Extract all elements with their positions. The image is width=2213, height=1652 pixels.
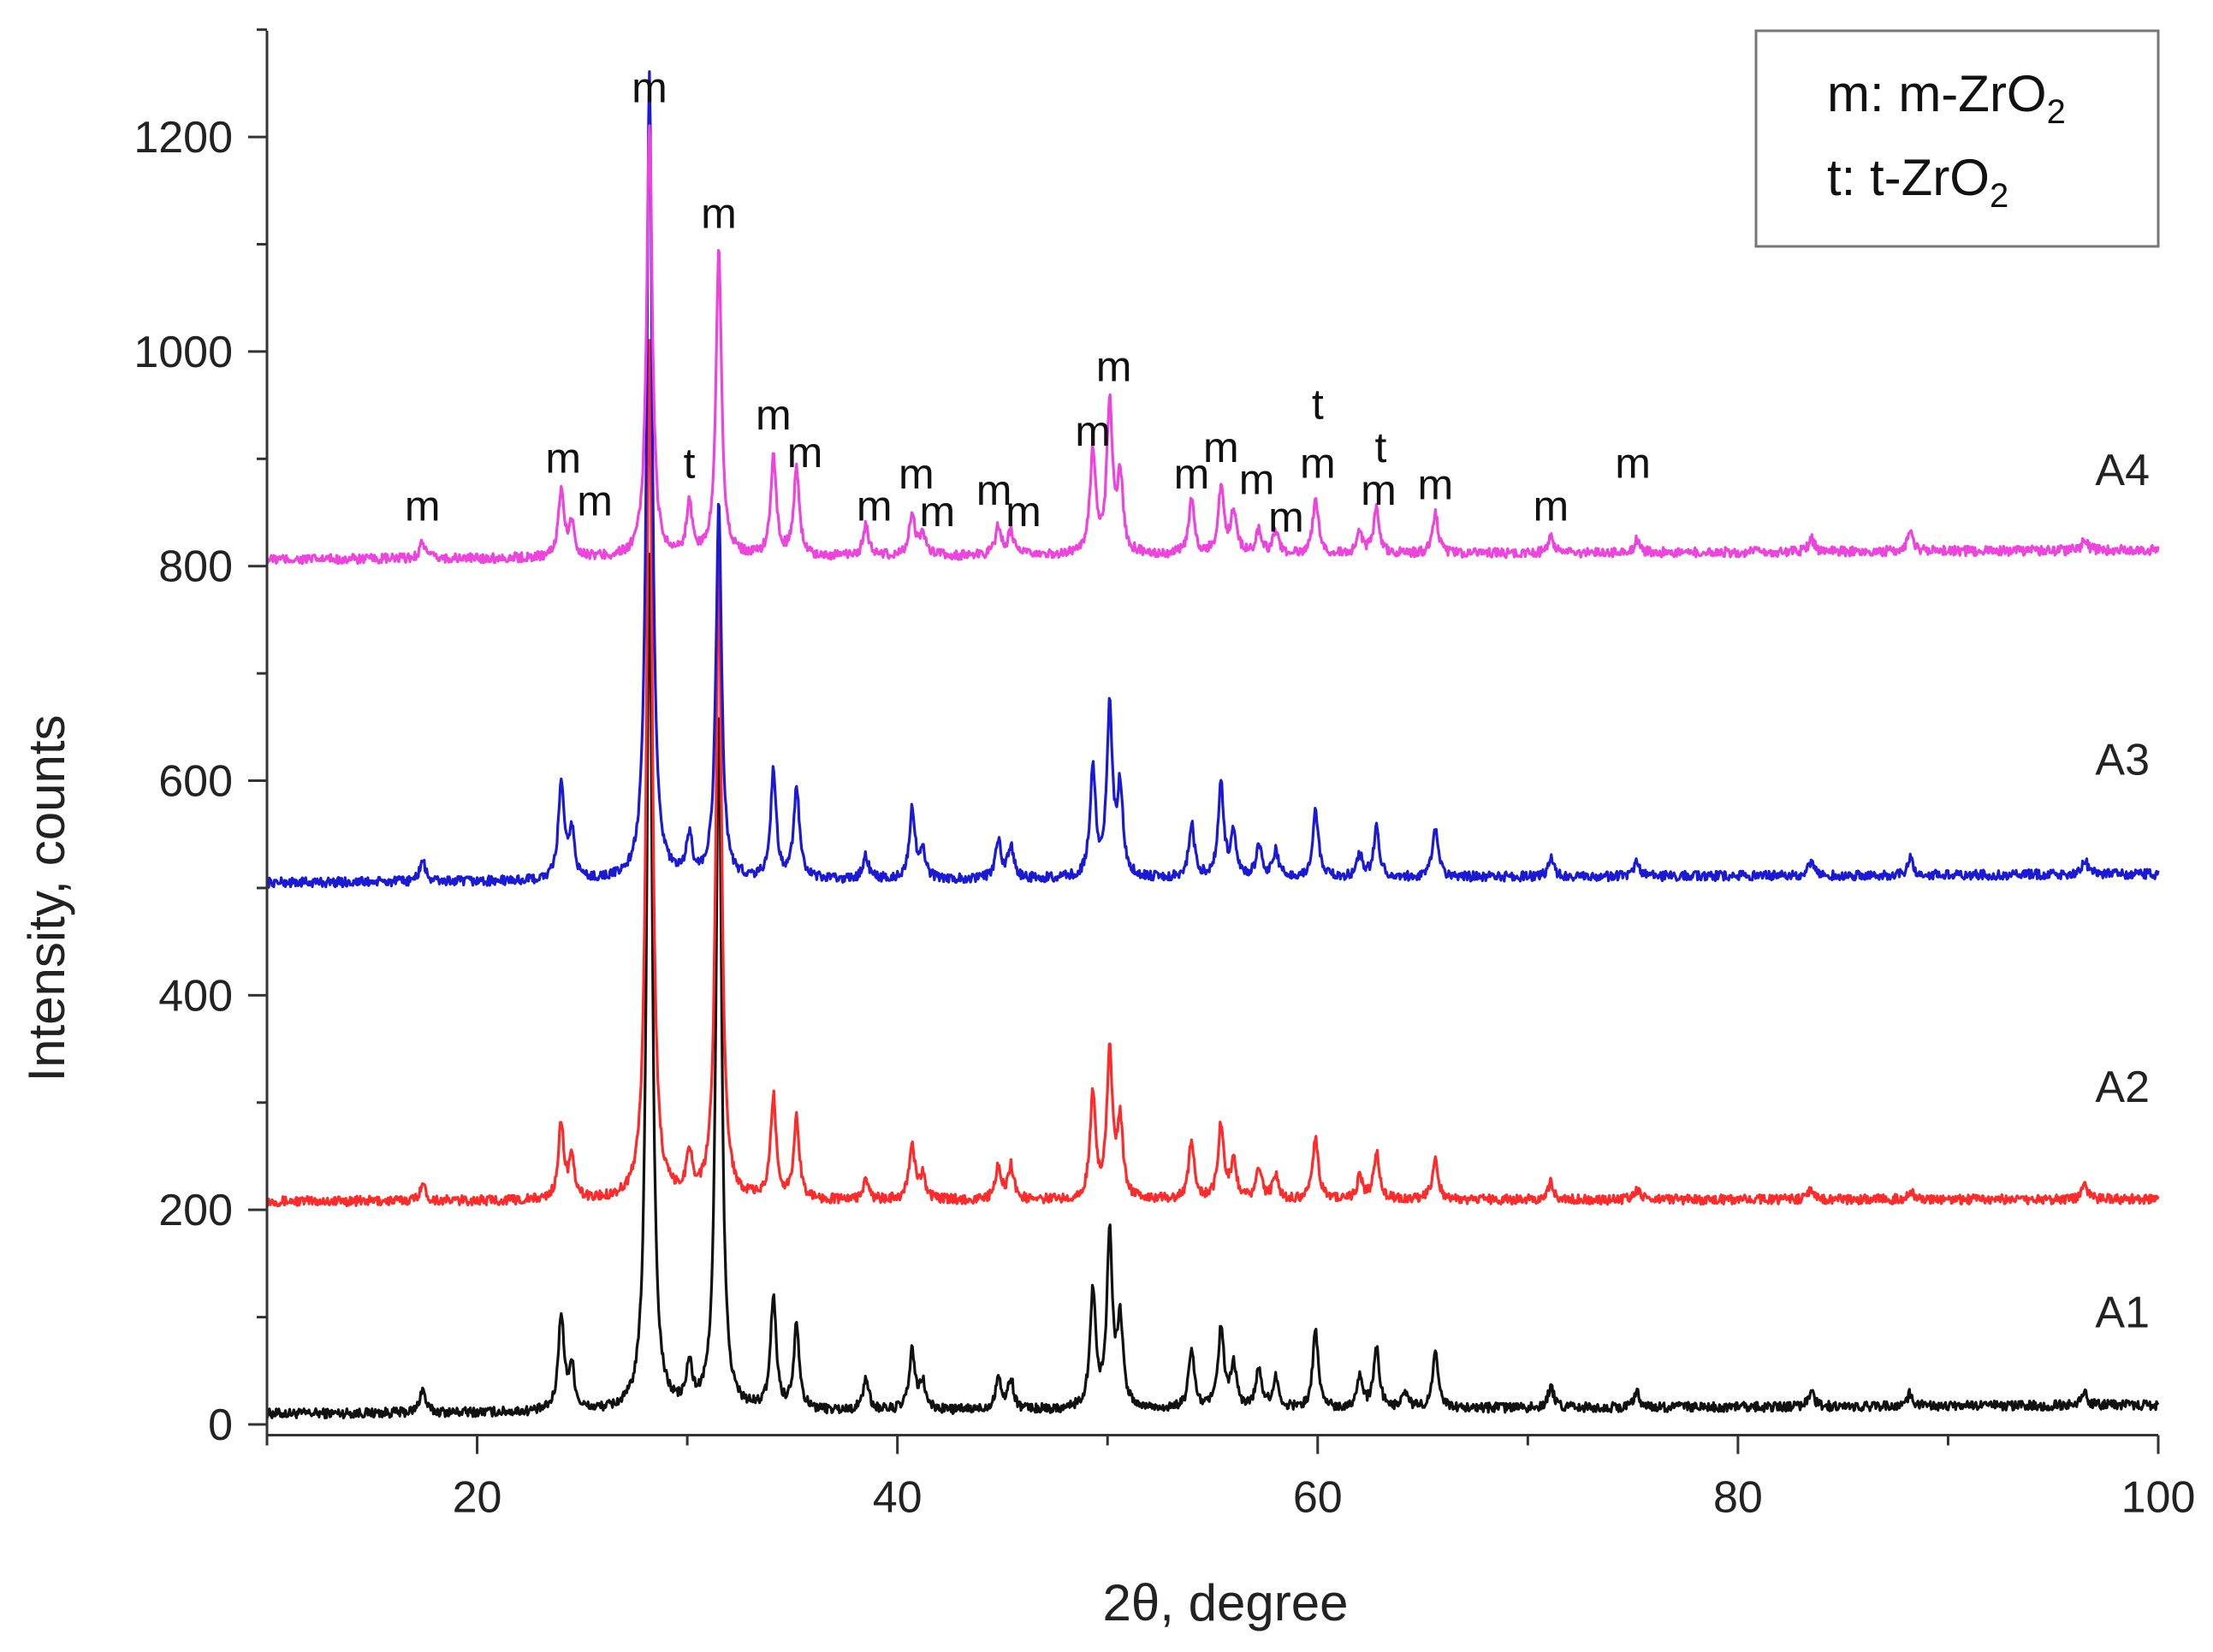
peak-annotation: m — [1075, 407, 1111, 455]
peak-annotation: m — [1534, 483, 1569, 530]
series-line-a3 — [265, 70, 2160, 889]
series-label-a1: A1 — [2095, 1288, 2150, 1337]
legend-box — [1754, 29, 2160, 248]
x-tick-label: 80 — [1713, 1473, 1763, 1523]
peak-annotation: m — [787, 429, 823, 477]
peak-annotation: m — [1268, 493, 1304, 541]
peak-annotation: m — [899, 450, 934, 498]
peak-annotation: m — [1096, 343, 1132, 391]
peak-annotation: m — [405, 483, 441, 530]
peak-annotation: m — [857, 483, 893, 530]
peak-annotation: m — [545, 434, 581, 482]
series-label-a4: A4 — [2095, 446, 2150, 495]
peak-annotation: m — [701, 189, 737, 237]
peak-annotation: m — [1203, 423, 1239, 471]
x-tick-label: 20 — [453, 1473, 502, 1523]
x-tick-label: 40 — [873, 1473, 923, 1523]
y-tick-label: 0 — [208, 1400, 233, 1450]
series-layer — [265, 70, 2160, 1420]
peak-annotation: m — [577, 477, 613, 524]
peak-annotation: m — [1006, 488, 1041, 536]
y-tick-label: 600 — [158, 757, 233, 807]
series-label-a3: A3 — [2095, 735, 2150, 785]
series-line-a4 — [265, 124, 2160, 565]
series-line-a2 — [266, 339, 2160, 1207]
peak-annotation: m — [632, 64, 667, 112]
y-axis-title: Intensity, counts — [18, 714, 75, 1081]
x-tick-label: 60 — [1293, 1473, 1343, 1523]
legend-entry-tetragonal: t: t-ZrO2 — [1827, 149, 2008, 215]
peak-annotation: t — [1374, 423, 1386, 471]
peak-annotation: m — [919, 488, 955, 536]
peak-annotation: m — [1361, 466, 1397, 514]
y-tick-label: 1000 — [133, 328, 233, 377]
y-tick-label: 1200 — [133, 113, 233, 163]
axis-layer: 0 200 400 600 800 1000 1200 20 40 60 80 100 — [133, 28, 2196, 1523]
peak-annotation: m — [1239, 455, 1275, 503]
peak-annotation: m — [1174, 450, 1210, 498]
x-tick-label: 100 — [2121, 1473, 2196, 1523]
series-line-a1 — [265, 553, 2160, 1420]
legend-entry-monoclinic: m: m-ZrO2 — [1827, 65, 2066, 131]
series-label-a2: A2 — [2095, 1063, 2150, 1112]
peak-annotation: m — [976, 466, 1012, 514]
peak-annotation: m — [1300, 440, 1336, 488]
peak-annotation: t — [684, 440, 696, 488]
y-tick-label: 200 — [158, 1186, 233, 1235]
peak-annotation: m — [1417, 461, 1453, 509]
peak-annotation: m — [1615, 440, 1651, 488]
y-tick-label: 800 — [158, 542, 233, 592]
x-axis-title: 2θ, degree — [1103, 1574, 1349, 1631]
peak-annotation: m — [756, 391, 792, 439]
y-tick-label: 400 — [158, 971, 233, 1021]
peak-annotation: t — [1312, 381, 1324, 429]
